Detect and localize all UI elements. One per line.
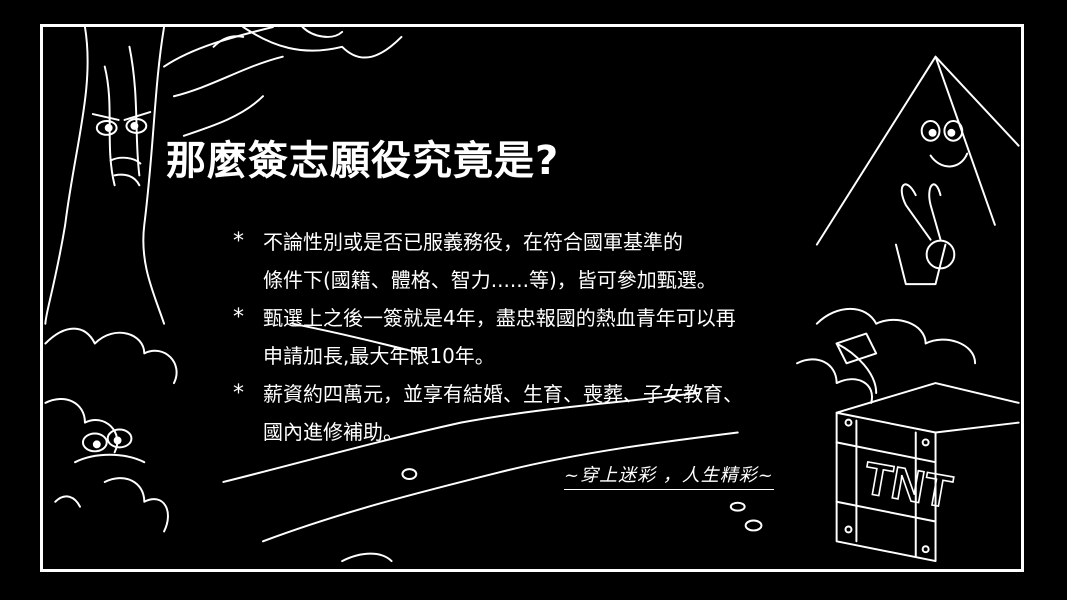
bullet-line: 條件下(國籍、體格、智力......等)，皆可參加甄選。	[263, 268, 717, 292]
bullet-line: 甄選上之後一簽就是4年，盡忠報國的熱血青年可以再	[263, 306, 736, 330]
bullet-line: 不論性別或是否已服義務役，在符合國軍基準的	[263, 230, 683, 254]
page-title: 那麼簽志願役究竟是?	[166, 138, 560, 184]
bullet-star-icon: *	[233, 381, 244, 406]
bullet-line: 申請加長,最大年限10年。	[263, 344, 495, 368]
tnt-label: TNT	[860, 452, 956, 518]
bullet-list: * 不論性別或是否已服義務役，在符合國軍基準的 條件下(國籍、體格、智力....…	[233, 223, 873, 451]
bullet-item-1: * 不論性別或是否已服義務役，在符合國軍基準的 條件下(國籍、體格、智力....…	[233, 223, 873, 299]
bullet-line: 薪資約四萬元，並享有結婚、生育、喪葬、子女教育、	[263, 382, 743, 406]
tree-character-icon	[44, 27, 166, 325]
bullet-star-icon: *	[233, 229, 244, 254]
bush-eyes-icon	[74, 428, 146, 464]
bullet-item-3: * 薪資約四萬元，並享有結婚、生育、喪葬、子女教育、 國內進修補助。	[233, 375, 873, 451]
slogan: ~穿上迷彩 ，人生精彩~	[564, 461, 774, 490]
slide-frame: TNT 那麼簽志願役究竟是? * 不論性別或是否已服義務役，在符合國軍基準的 條…	[40, 24, 1024, 572]
bullet-item-2: * 甄選上之後一簽就是4年，盡忠報國的熱血青年可以再 申請加長,最大年限10年。	[233, 299, 873, 375]
bullet-line: 國內進修補助。	[263, 420, 403, 444]
tnt-crate-icon	[835, 382, 1020, 563]
tent-character-icon	[815, 55, 1020, 286]
cartoon-forest-background: TNT	[44, 27, 1020, 563]
bullet-star-icon: *	[233, 305, 244, 330]
